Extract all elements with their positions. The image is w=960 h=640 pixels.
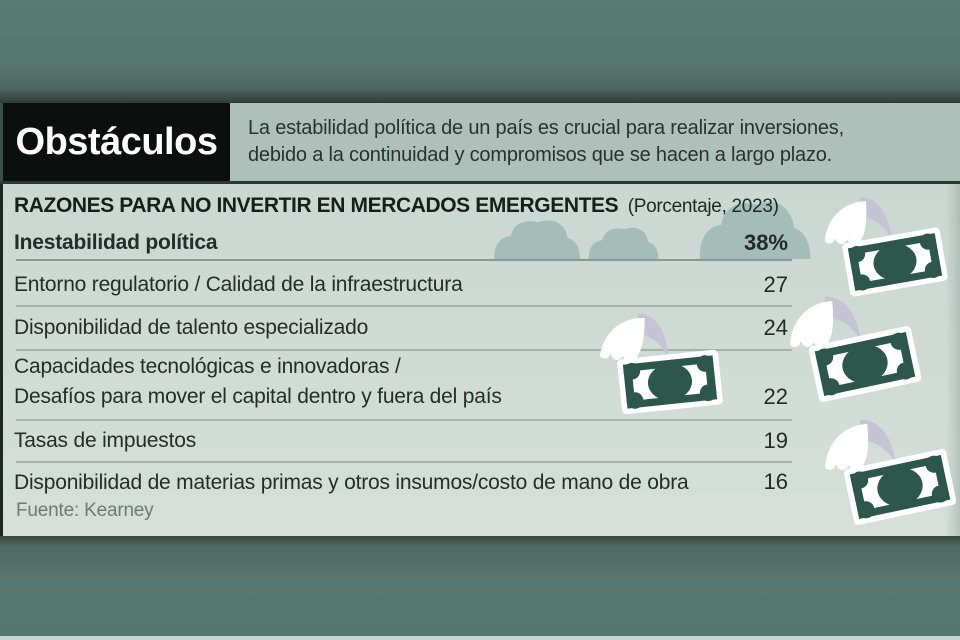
kicker-box: Obstáculos [3,103,230,181]
chart-title-row: RAZONES PARA NO INVERTIR EN MERCADOS EME… [14,192,779,222]
row-value: 16 [763,469,788,494]
row-value: 38% [743,230,788,255]
chart-content: RAZONES PARA NO INVERTIR EN MERCADOS EME… [3,184,960,536]
row-divider [16,259,792,261]
row-label: Capacidades tecnológicas e innovadoras /… [14,355,502,408]
chart-panel: RAZONES PARA NO INVERTIR EN MERCADOS EME… [0,184,960,536]
row-divider [16,305,792,307]
kicker-label: Obstáculos [15,120,218,163]
row-label: Tasas de impuestos [14,429,196,452]
row-label: Disponibilidad de materias primas y otro… [14,471,689,494]
top-background-band [0,0,960,103]
row-value: 27 [763,272,788,297]
header-divider [0,181,960,184]
intro-text: La estabilidad política de un país es cr… [248,117,844,166]
row-label: Entorno regulatorio / Calidad de la infr… [14,273,463,296]
row-label: Inestabilidad política [14,231,218,254]
row-divider [16,461,792,463]
chart-title: RAZONES PARA NO INVERTIR EN MERCADOS EME… [14,194,619,217]
panel-edge-shade [946,184,960,536]
row-divider [16,419,792,421]
row-value: 22 [763,384,788,409]
row-label: Disponibilidad de talento especializado [14,316,369,339]
bottom-background-band [0,536,960,640]
row-value: 19 [763,428,788,453]
chart-subtitle: (Porcentaje, 2023) [627,196,779,217]
row-divider [16,349,792,351]
source-note: Fuente: Kearney [16,500,154,521]
row-value: 24 [763,315,788,340]
intro-box: La estabilidad política de un país es cr… [230,103,960,181]
